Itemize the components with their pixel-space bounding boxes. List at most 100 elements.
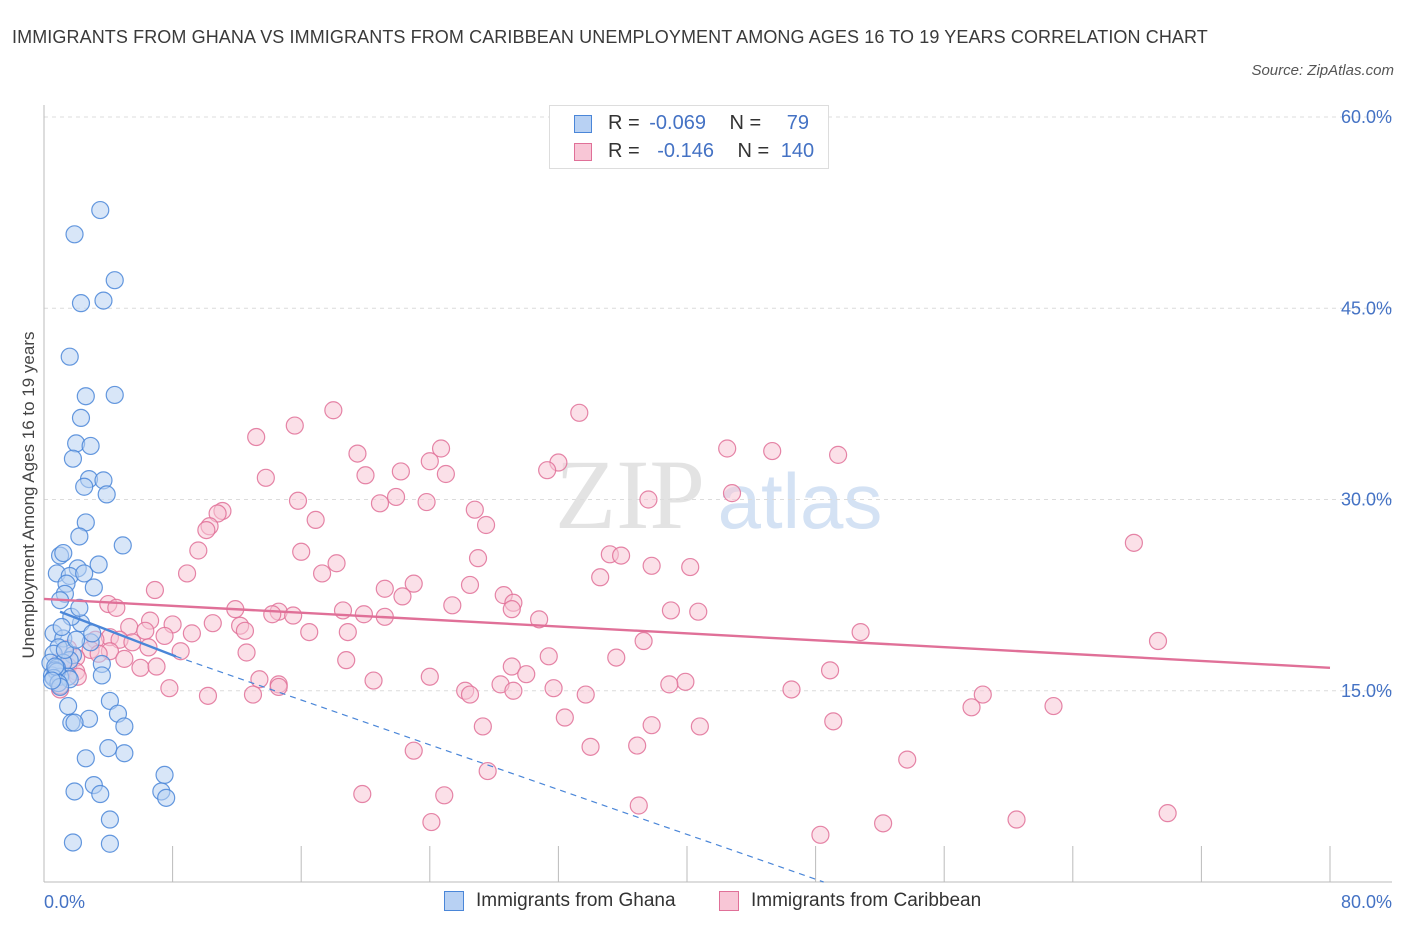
caribbean-point (256, 468, 275, 487)
caribbean-point (436, 464, 455, 484)
caribbean-point (811, 825, 830, 844)
y-tick-label: 30.0% (1341, 490, 1392, 510)
caribbean-point (435, 786, 454, 805)
caribbean-point (235, 621, 255, 640)
caribbean-point (502, 600, 521, 619)
caribbean-point (203, 614, 222, 633)
caribbean-point (460, 575, 480, 595)
caribbean-point (237, 643, 256, 662)
ghana-point (97, 485, 116, 504)
ghana-point (91, 200, 110, 220)
ghana-point (91, 784, 110, 804)
caribbean-point (198, 686, 218, 705)
ghana-point (63, 833, 83, 852)
watermark-atlas: atlas (718, 457, 883, 545)
y-tick-label: 45.0% (1341, 298, 1392, 318)
ghana-point (75, 477, 94, 496)
watermark-zip: ZIP (555, 439, 705, 550)
caribbean-point (243, 685, 263, 704)
ghana-point (89, 555, 108, 574)
caribbean-point (420, 452, 439, 471)
caribbean-point (1158, 804, 1177, 823)
caribbean-point (722, 484, 742, 503)
caribbean-point (476, 515, 496, 535)
legend-n-label: N = (737, 140, 770, 162)
caribbean-point (327, 554, 346, 573)
caribbean-point (611, 546, 631, 565)
caribbean-point (676, 672, 695, 691)
caribbean-point (370, 494, 390, 513)
caribbean-point (1044, 696, 1063, 716)
caribbean-point (544, 679, 563, 698)
ghana-point (71, 408, 91, 427)
ghana-point (94, 291, 113, 310)
ghana-point (59, 696, 78, 716)
bottom-legend-label-ghana: Immigrants from Ghana (476, 890, 676, 911)
caribbean-point (171, 642, 190, 661)
legend-r-label: R = (608, 140, 640, 162)
caribbean-point (661, 601, 681, 620)
caribbean-point (391, 462, 410, 481)
ghana-point (60, 347, 79, 366)
caribbean-point (689, 602, 708, 621)
caribbean-point (570, 403, 589, 422)
trend-lines (43, 597, 1331, 883)
legend-n-value-caribbean: 140 (780, 140, 815, 162)
ghana-point (105, 385, 124, 405)
ghana-point (65, 225, 84, 244)
ghana-point (81, 436, 100, 456)
ghana-point (65, 782, 84, 801)
ghana-point (70, 598, 89, 617)
caribbean-point (131, 658, 150, 677)
caribbean-point (386, 487, 406, 507)
caribbean-point (642, 716, 661, 735)
caribbean-point (824, 712, 843, 731)
ghana-point (67, 630, 86, 649)
caribbean-point (634, 631, 653, 651)
caribbean-point (364, 671, 383, 690)
ghana-point (70, 527, 89, 546)
caribbean-point (404, 741, 423, 760)
bottom-legend-swatch-caribbean (719, 891, 739, 911)
ghana-point (76, 749, 95, 768)
ghana-point (157, 788, 176, 807)
caribbean-point (576, 685, 595, 704)
caribbean-point (160, 679, 179, 698)
ghana-point (52, 617, 71, 637)
caribbean-point (973, 685, 992, 704)
caribbean-point (269, 677, 288, 697)
ghana-point (113, 536, 132, 555)
caribbean-point (197, 520, 216, 540)
ghana-trend-line-extension (175, 655, 824, 883)
x-tick-label-max: 80.0% (1341, 892, 1392, 912)
legend-n-value-ghana: 79 (786, 112, 810, 134)
caribbean-point (312, 564, 332, 583)
caribbean-point (468, 549, 488, 568)
caribbean-point (962, 698, 981, 717)
caribbean-point (182, 624, 201, 643)
caribbean-point (530, 610, 549, 629)
caribbean-point (348, 444, 367, 463)
caribbean-point (829, 445, 848, 464)
caribbean-point (629, 796, 648, 815)
legend-n-label: N = (729, 112, 762, 134)
caribbean-point (145, 580, 165, 600)
caribbean-point (354, 605, 373, 624)
ghana-point (55, 640, 74, 660)
caribbean-point (591, 568, 610, 587)
caribbean-point (763, 441, 782, 461)
caribbean-point (155, 626, 174, 646)
caribbean-point (1124, 533, 1143, 552)
legend-swatch-caribbean (574, 143, 592, 161)
caribbean-point (660, 675, 679, 694)
caribbean-point (177, 564, 197, 583)
caribbean-point (473, 717, 492, 736)
caribbean-point (898, 750, 917, 769)
caribbean-point (504, 681, 523, 700)
caribbean-point (337, 651, 356, 670)
caribbean-point (690, 717, 709, 736)
y-tick-label: 15.0% (1341, 681, 1392, 701)
caribbean-point (404, 574, 423, 593)
caribbean-point (375, 579, 394, 598)
caribbean-point (681, 557, 700, 577)
